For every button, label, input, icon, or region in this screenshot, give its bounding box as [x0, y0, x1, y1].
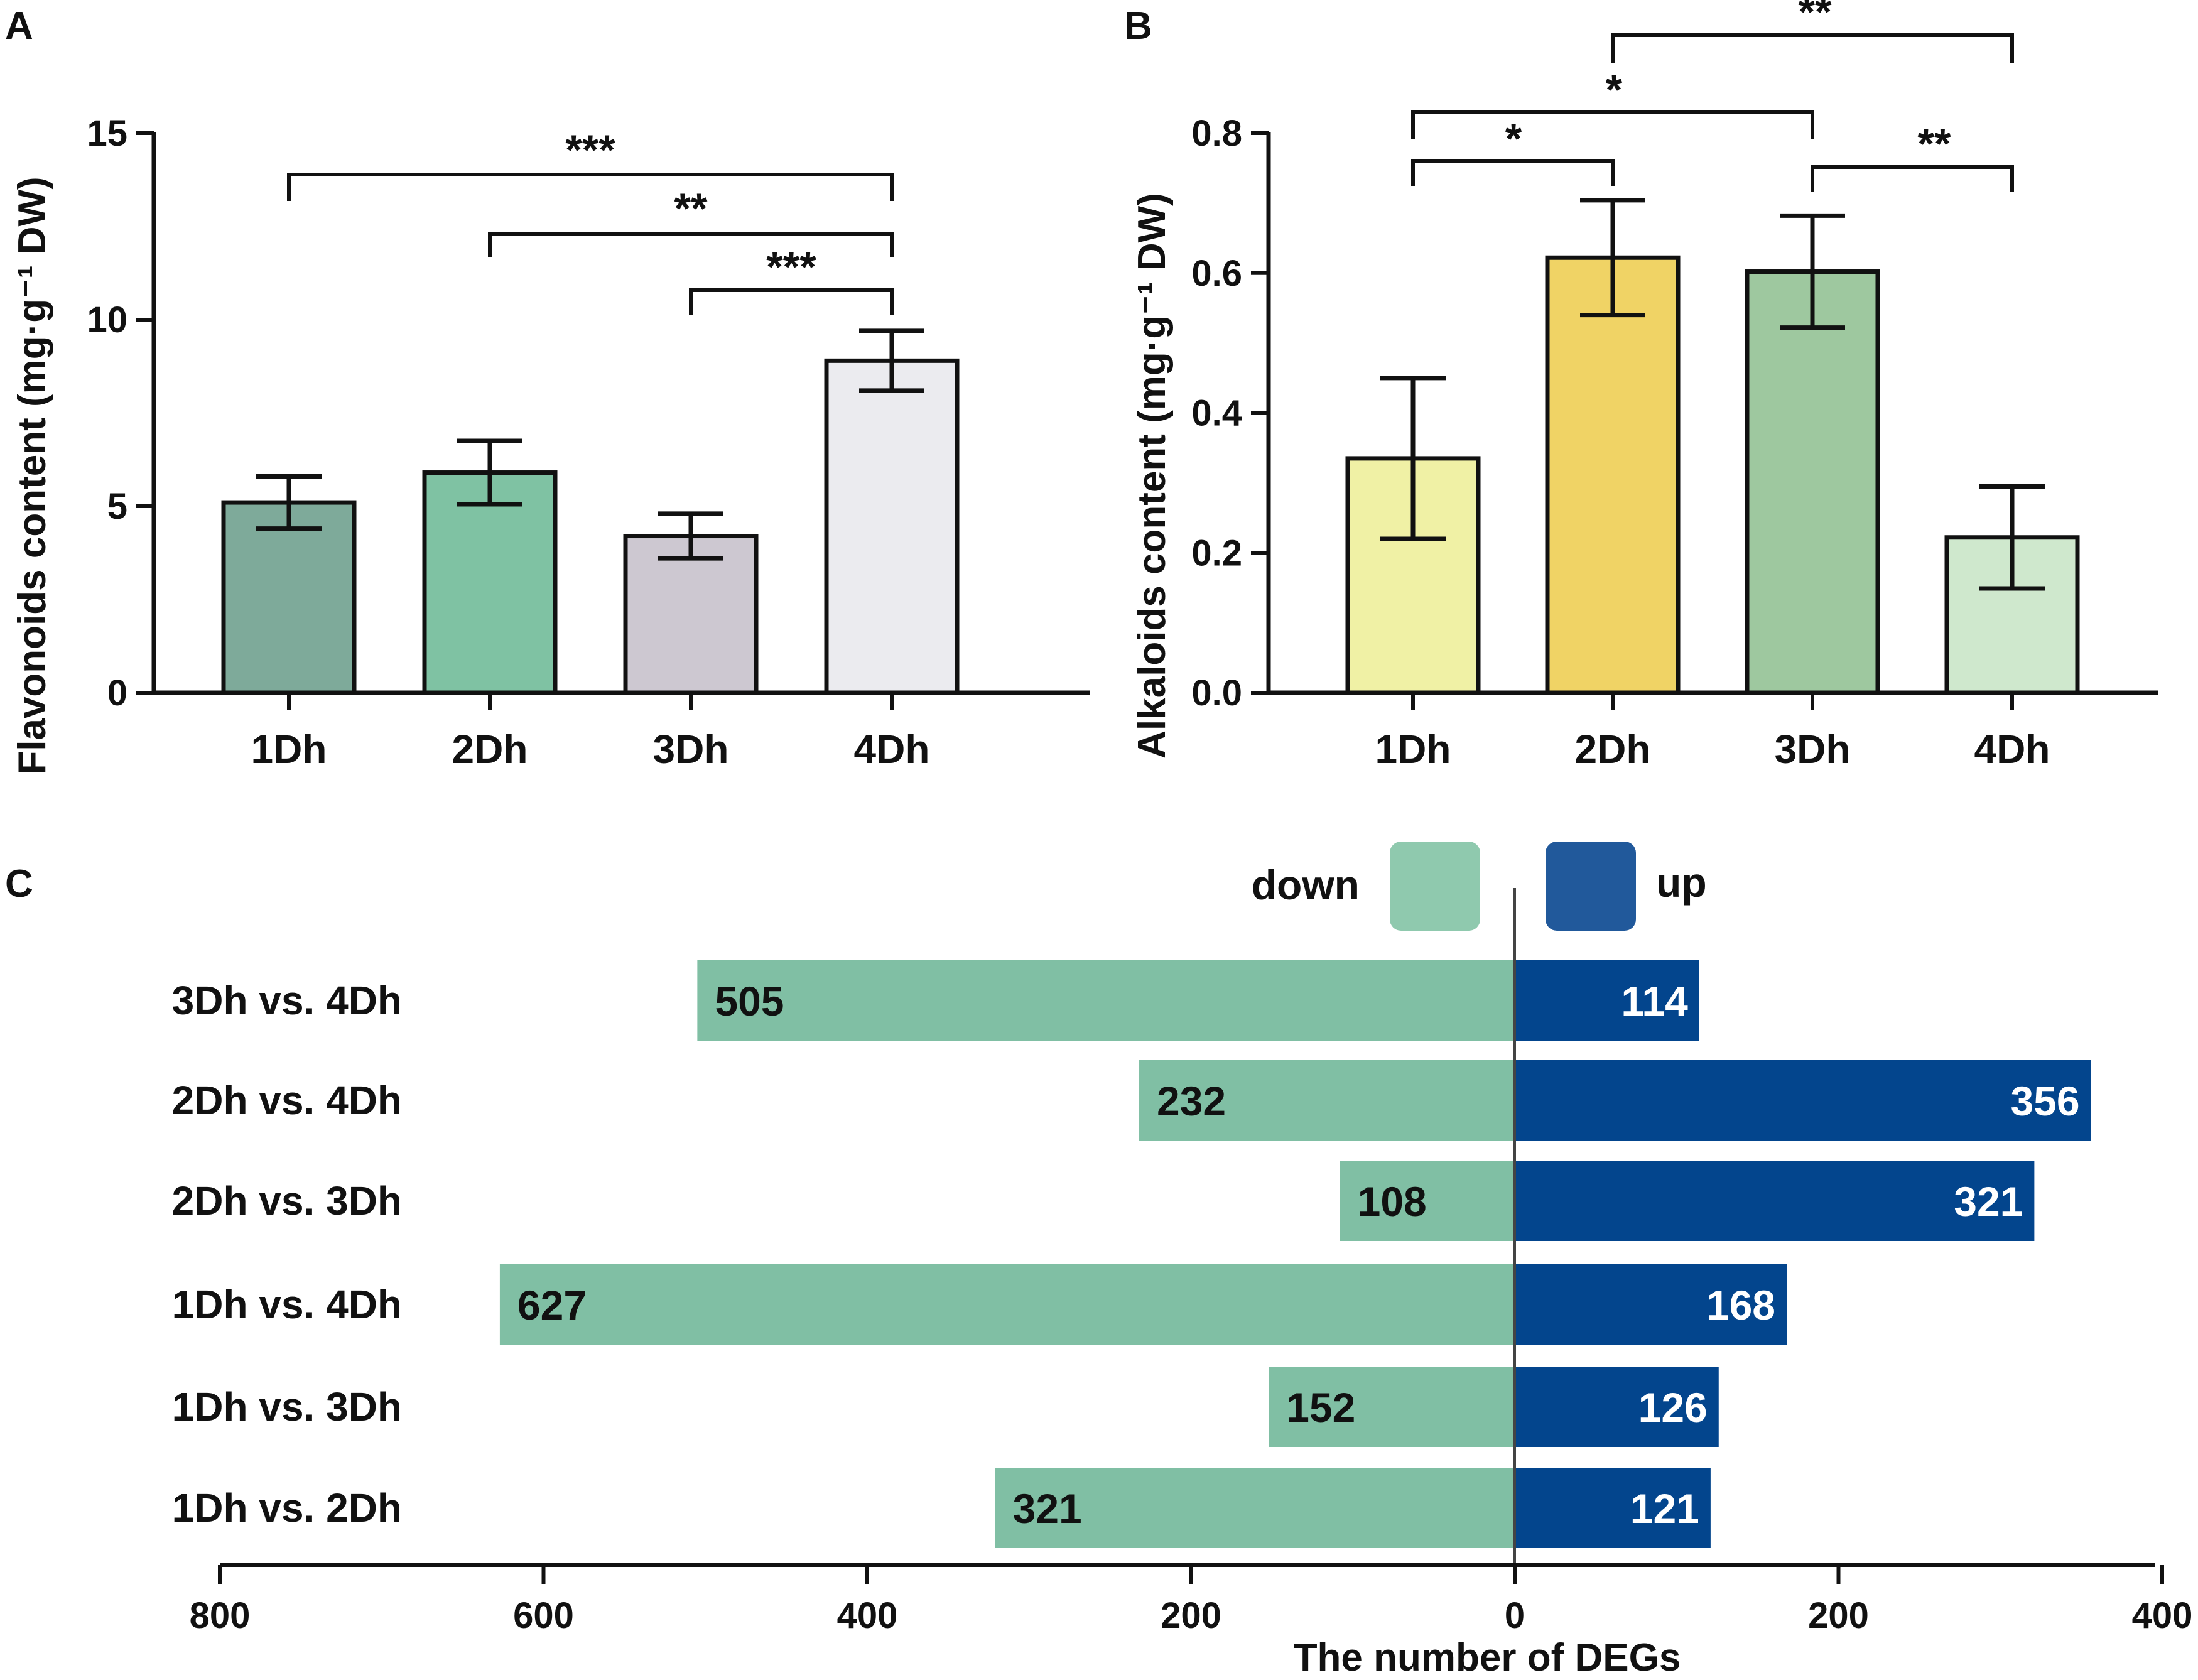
significance-bracket — [1811, 165, 2014, 192]
x-tick-label: 400 — [2132, 1595, 2193, 1636]
significance-label: ** — [1799, 0, 1832, 36]
y-category-label: 1Dh vs. 2Dh — [172, 1485, 402, 1531]
y-category-label: 1Dh vs. 3Dh — [172, 1384, 402, 1429]
significance-bracket — [287, 173, 894, 201]
x-tick-label: 200 — [1161, 1595, 1221, 1636]
data-label-down: 232 — [1157, 1078, 1226, 1124]
x-category-label: 2Dh — [452, 727, 528, 772]
significance-bracket — [488, 232, 894, 257]
data-label-down: 108 — [1358, 1178, 1427, 1225]
y-tick-label: 0.4 — [1191, 393, 1242, 434]
bar-up — [1515, 1367, 1719, 1447]
bar-up — [1515, 1161, 2035, 1241]
x-tick-label: 600 — [513, 1595, 574, 1636]
y-tick-label: 0.2 — [1191, 533, 1242, 573]
data-label-down: 152 — [1286, 1384, 1355, 1431]
y-tick-label: 0.8 — [1191, 113, 1242, 154]
y-tick-label: 15 — [87, 113, 127, 154]
y-axis-label: Alkaloids content (mg·g⁻¹ DW) — [1130, 193, 1174, 759]
significance-label: *** — [766, 243, 816, 291]
bar-3Dh — [1745, 269, 1880, 695]
bar-down — [1139, 1060, 1515, 1141]
data-label-up: 114 — [1621, 978, 1688, 1024]
significance-label: ** — [1918, 120, 1951, 168]
x-category-label: 3Dh — [653, 727, 729, 772]
panel-label-c: C — [5, 862, 33, 906]
bar-3Dh — [623, 534, 759, 695]
bar-4Dh — [824, 358, 960, 695]
y-tick-label: 10 — [87, 300, 127, 340]
bar-down — [1269, 1367, 1515, 1447]
data-label-down: 321 — [1013, 1485, 1082, 1532]
legend-swatch-down — [1390, 842, 1480, 931]
y-tick-label: 5 — [107, 486, 127, 527]
significance-bracket — [1611, 33, 2014, 63]
legend-swatch-up — [1546, 842, 1636, 931]
y-category-label: 3Dh vs. 4Dh — [172, 978, 402, 1023]
significance-bracket — [689, 288, 894, 315]
significance-label: ** — [674, 185, 708, 232]
y-tick-label: 0.0 — [1191, 673, 1242, 713]
y-tick-label: 0.6 — [1191, 253, 1242, 294]
x-category-label: 1Dh — [1375, 727, 1451, 772]
x-category-label: 2Dh — [1575, 727, 1651, 772]
panel-label-b: B — [1124, 4, 1152, 48]
alkaloids-bar-chart: 0.0 0.2 0.4 0.6 0.8 Alkaloids content (mg·g⁻¹… — [1130, 0, 2158, 772]
data-label-up: 121 — [1630, 1485, 1699, 1532]
data-label-up: 168 — [1706, 1282, 1775, 1328]
y-tick-label: 0 — [107, 673, 127, 713]
x-tick-label: 400 — [837, 1595, 898, 1636]
data-label-up: 126 — [1638, 1384, 1708, 1431]
y-category-label: 2Dh vs. 4Dh — [172, 1078, 402, 1123]
bar-down — [1340, 1161, 1515, 1241]
bar-up — [1515, 1264, 1787, 1345]
x-category-label: 3Dh — [1775, 727, 1851, 772]
x-category-label: 4Dh — [1974, 727, 2050, 772]
data-label-up: 356 — [2010, 1078, 2079, 1124]
significance-label: * — [1606, 66, 1623, 114]
flavonoids-bar-chart: 0 5 10 15 Flavonoids content (mg·g⁻¹ DW) 1Dh 2… — [11, 113, 1090, 775]
x-axis-label: The number of DEGs — [1294, 1636, 1681, 1679]
significance-bracket — [1411, 110, 1814, 139]
bar-1Dh — [221, 500, 357, 695]
significance-bracket — [1411, 159, 1615, 186]
x-tick-label: 200 — [1808, 1595, 1869, 1636]
bar-down — [499, 1264, 1515, 1345]
data-label-down: 627 — [517, 1282, 587, 1328]
x-category-label: 4Dh — [854, 727, 930, 772]
x-tick-label: 800 — [190, 1595, 251, 1636]
bar-up — [1515, 1060, 2091, 1141]
bar-down — [697, 960, 1515, 1041]
panel-label-a: A — [5, 4, 33, 48]
bar-2Dh — [1545, 255, 1681, 695]
y-axis-label: Flavonoids content (mg·g⁻¹ DW) — [11, 176, 54, 774]
deg-diverging-bar-chart: 3Dh vs. 4Dh 2Dh vs. 4Dh 2Dh vs. 3Dh 1Dh vs.… — [172, 842, 2193, 1679]
bar-up — [1515, 960, 1699, 1041]
legend-label-up: up — [1656, 859, 1707, 906]
legend-label-down: down — [1252, 862, 1360, 908]
significance-label: *** — [565, 126, 615, 174]
bar-up — [1515, 1468, 1711, 1548]
x-category-label: 1Dh — [251, 727, 327, 772]
y-category-label: 1Dh vs. 4Dh — [172, 1282, 402, 1327]
significance-label: * — [1505, 115, 1522, 163]
y-category-label: 2Dh vs. 3Dh — [172, 1178, 402, 1223]
data-label-up: 321 — [1954, 1178, 2023, 1225]
data-label-down: 505 — [715, 978, 784, 1024]
bar-down — [995, 1468, 1515, 1548]
x-tick-label: 0 — [1505, 1595, 1525, 1636]
bar-4Dh — [1944, 535, 2080, 695]
